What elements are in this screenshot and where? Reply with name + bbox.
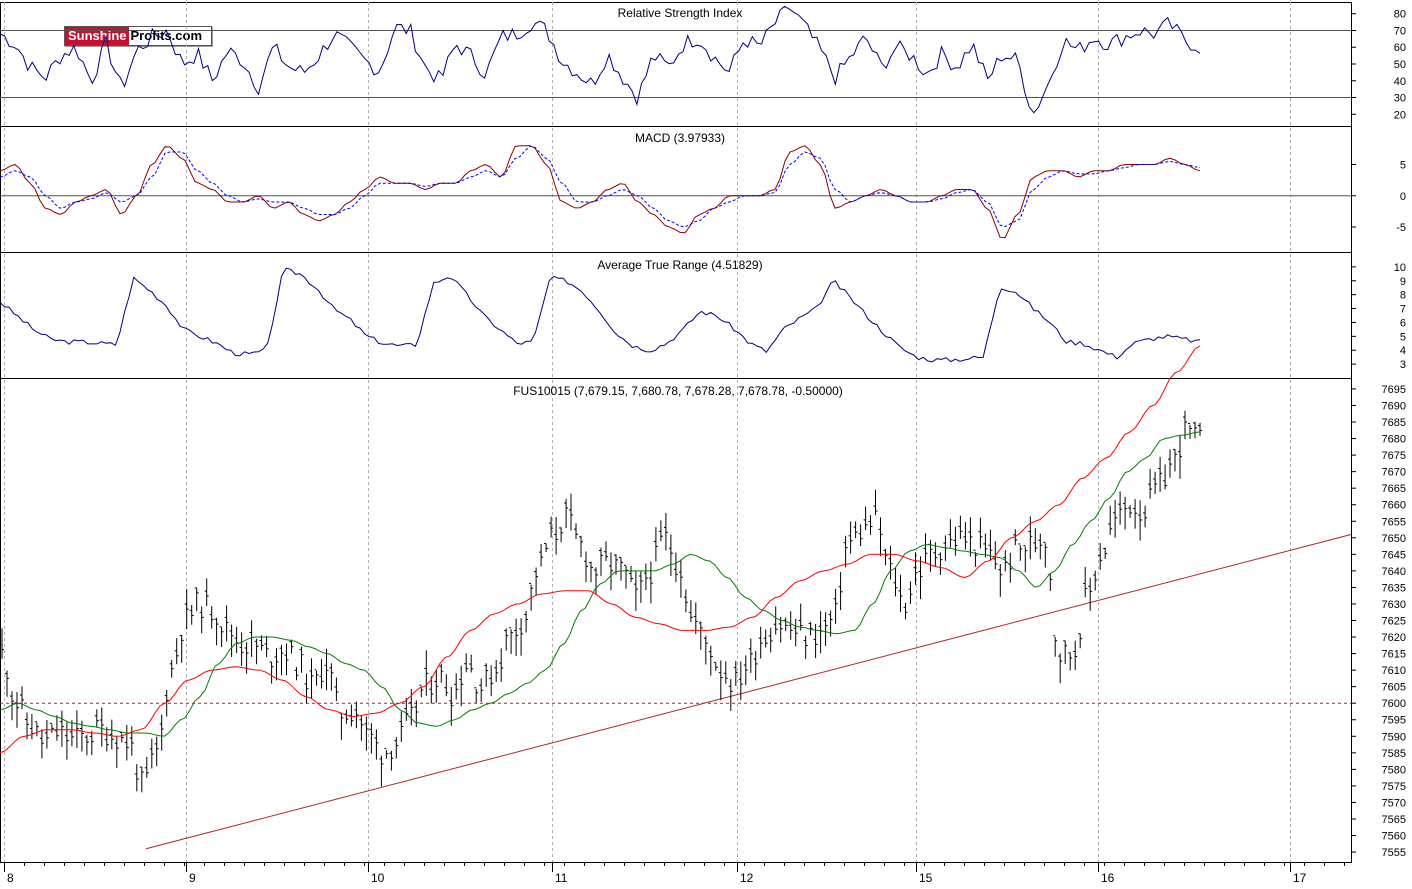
price-tick-label: 7655 (1382, 516, 1406, 528)
rsi-tick-label: 70 (1394, 25, 1406, 37)
price-tick-label: 7575 (1382, 781, 1406, 793)
price-tick-label: 7640 (1382, 566, 1406, 578)
logo-part2: Profits.com (130, 28, 203, 43)
day-label: 15 (919, 871, 933, 885)
sunshine-profits-logo: Sunshine Profits.com (64, 26, 212, 46)
price-tick-label: 7675 (1382, 450, 1406, 462)
price-tick-label: 7605 (1382, 682, 1406, 694)
price-tick-label: 7580 (1382, 764, 1406, 776)
atr-tick-label: 5 (1400, 331, 1406, 343)
price-title: FUS10015 (7,679.15, 7,680.78, 7,678.28, … (513, 384, 843, 398)
price-tick-label: 7645 (1382, 549, 1406, 561)
day-label: 17 (1293, 871, 1307, 885)
price-tick-label: 7630 (1382, 599, 1406, 611)
price-tick-label: 7660 (1382, 500, 1406, 512)
rsi-tick-label: 60 (1394, 42, 1406, 54)
moving-average-long (0, 345, 1201, 754)
atr-tick-label: 10 (1394, 262, 1406, 274)
price-tick-label: 7555 (1382, 847, 1406, 859)
price-tick-label: 7610 (1382, 665, 1406, 677)
rsi-tick-label: 80 (1394, 9, 1406, 21)
atr-tick-label: 7 (1400, 304, 1406, 316)
macd-tick-label: 5 (1400, 160, 1406, 172)
price-tick-label: 7665 (1382, 483, 1406, 495)
macd-line (0, 145, 1201, 239)
macd-signal-line (0, 145, 1201, 228)
atr-tick-label: 6 (1400, 317, 1406, 329)
price-tick-label: 7680 (1382, 434, 1406, 446)
price-tick-label: 7650 (1382, 533, 1406, 545)
atr-tick-label: 3 (1400, 359, 1406, 371)
rsi-tick-label: 40 (1394, 76, 1406, 88)
atr-title: Average True Range (4.51829) (597, 258, 762, 272)
atr-tick-label: 8 (1400, 290, 1406, 302)
day-label: 16 (1101, 871, 1115, 885)
day-label: 9 (189, 871, 196, 885)
price-bars (0, 410, 1202, 793)
macd-title: MACD (3.97933) (635, 131, 725, 145)
trendline (145, 534, 1352, 850)
price-tick-label: 7625 (1382, 616, 1406, 628)
price-tick-label: 7635 (1382, 582, 1406, 594)
moving-average-short (0, 431, 1201, 737)
day-label: 10 (371, 871, 385, 885)
logo-part1: Sunshine (65, 27, 129, 45)
atr-tick-label: 9 (1400, 276, 1406, 288)
rsi-tick-label: 50 (1394, 59, 1406, 71)
price-tick-label: 7565 (1382, 814, 1406, 826)
rsi-tick-label: 20 (1394, 109, 1406, 121)
price-tick-label: 7585 (1382, 748, 1406, 760)
rsi-line (0, 5, 1201, 114)
price-tick-label: 7615 (1382, 649, 1406, 661)
price-tick-label: 7590 (1382, 731, 1406, 743)
price-tick-label: 7570 (1382, 797, 1406, 809)
price-tick-label: 7690 (1382, 400, 1406, 412)
macd-tick-label: 0 (1400, 191, 1406, 203)
day-label: 11 (555, 871, 568, 885)
rsi-title: Relative Strength Index (618, 6, 743, 20)
price-tick-label: 7685 (1382, 417, 1406, 429)
price-tick-label: 7560 (1382, 831, 1406, 843)
day-label: 12 (740, 871, 754, 885)
price-tick-label: 7595 (1382, 715, 1406, 727)
price-tick-label: 7670 (1382, 467, 1406, 479)
atr-tick-label: 4 (1400, 345, 1406, 357)
atr-line (0, 267, 1201, 363)
price-tick-label: 7600 (1382, 698, 1406, 710)
macd-tick-label: -5 (1396, 222, 1406, 234)
day-label: 8 (7, 871, 14, 885)
price-tick-label: 7620 (1382, 632, 1406, 644)
price-tick-label: 7695 (1382, 384, 1406, 396)
rsi-tick-label: 30 (1394, 93, 1406, 105)
